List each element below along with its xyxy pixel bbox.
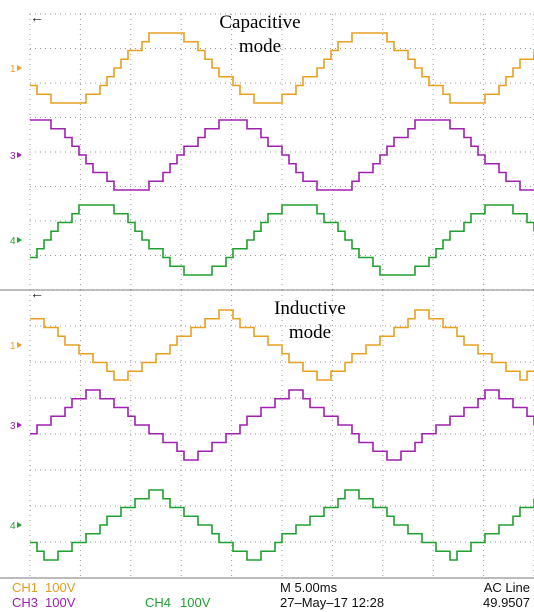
panel-title: Capacitive xyxy=(219,12,300,33)
channel-marker: 1 xyxy=(10,64,16,75)
channel-name: CH3 xyxy=(12,595,38,610)
channel-marker: 3 xyxy=(10,151,16,162)
channel-scale: 100V xyxy=(180,595,211,610)
channel-name: CH1 xyxy=(12,580,38,595)
channel-marker: 4 xyxy=(10,236,16,247)
trigger: AC Line xyxy=(484,580,530,595)
frequency: 49.9507 xyxy=(483,595,530,610)
channel-marker: 3 xyxy=(10,421,16,432)
channel-marker: 1 xyxy=(10,341,16,352)
panel-title: mode xyxy=(289,322,331,343)
oscilloscope: ← ← 1 3 4 1 3 4 Capacitive mode Inductive mode… xyxy=(0,0,534,612)
channel-name: CH4 xyxy=(145,595,171,610)
panel-title: mode xyxy=(239,36,281,57)
trigger-arrow: ← xyxy=(30,285,44,301)
timebase: M 5.00ms xyxy=(280,580,338,595)
date: 27–May–17 12:28 xyxy=(280,595,384,610)
channel-scale: 100V xyxy=(45,580,76,595)
panel-title: Inductive xyxy=(274,298,346,319)
channel-scale: 100V xyxy=(45,595,76,610)
trigger-arrow: ← xyxy=(30,9,44,25)
channel-marker: 4 xyxy=(10,521,16,532)
